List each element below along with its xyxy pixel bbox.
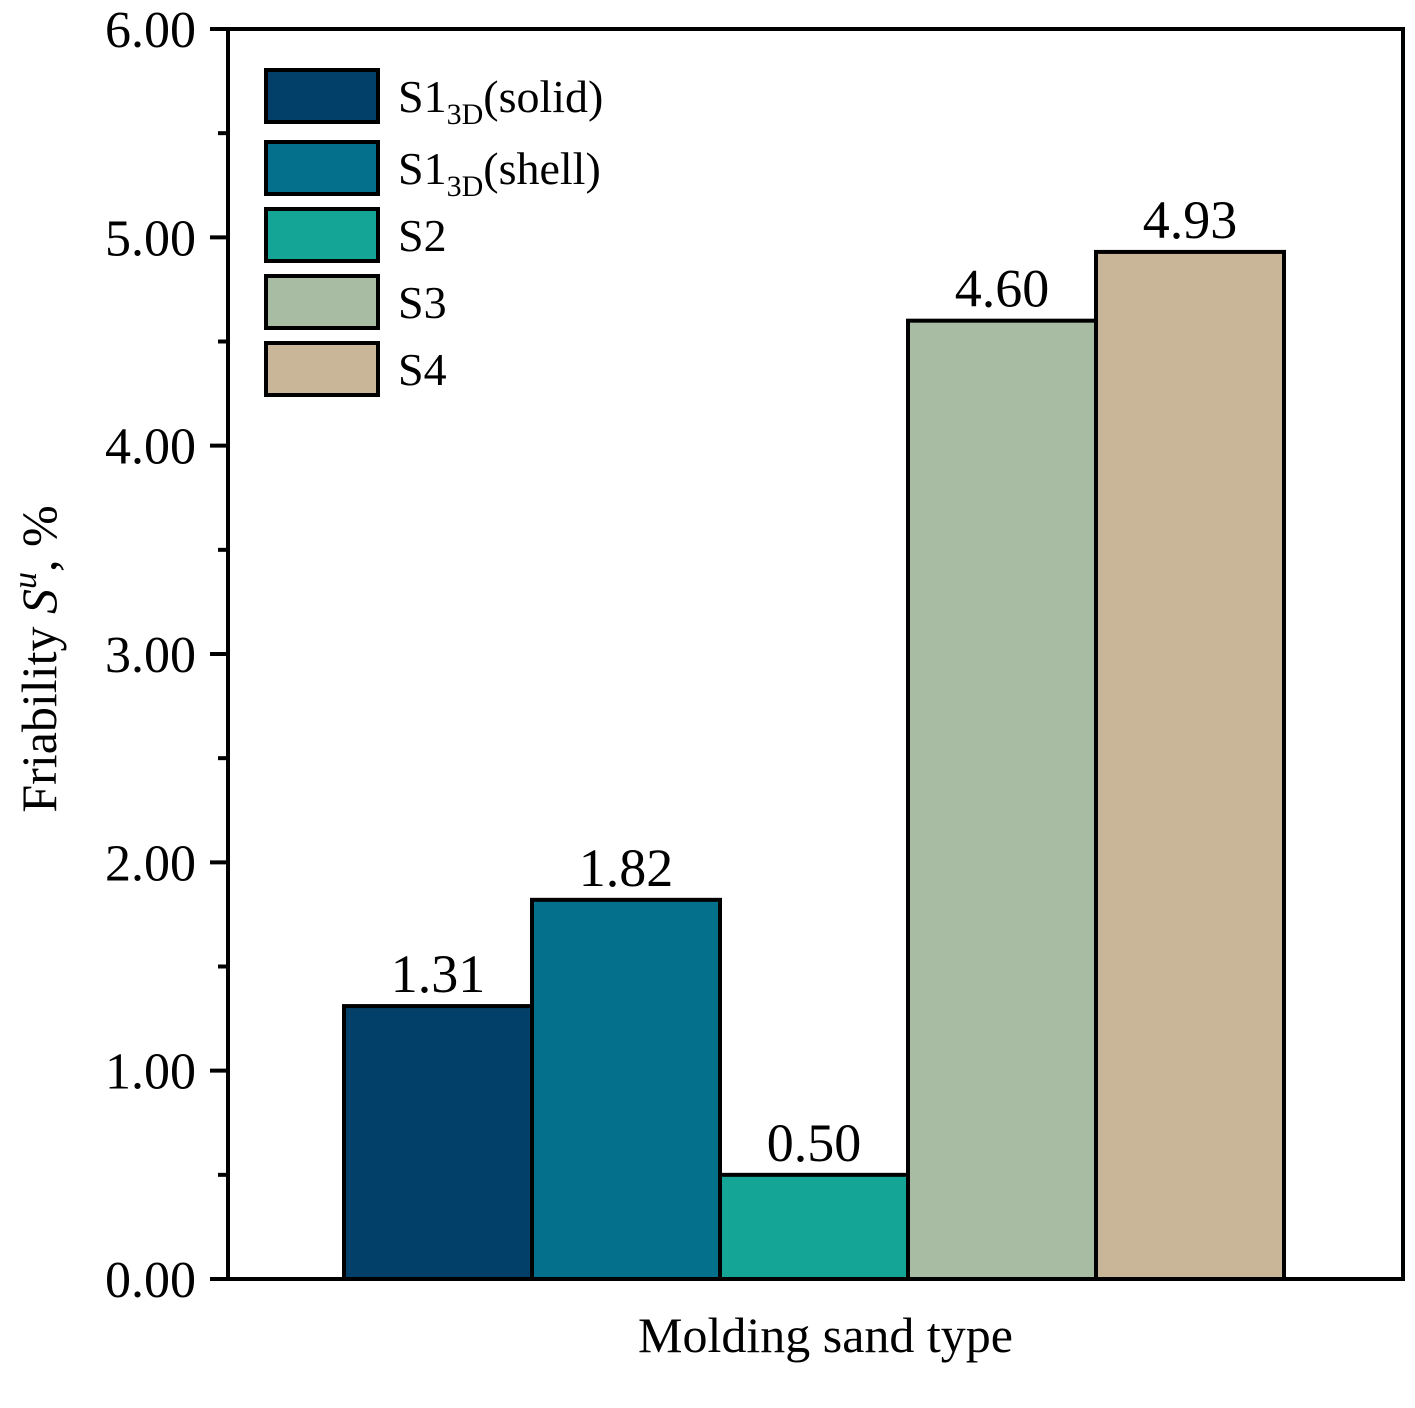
legend-swatch-4 xyxy=(264,274,380,330)
legend: S13D(solid) S13D(shell) S2 S3 S4 xyxy=(264,68,603,397)
y-axis-title-prefix: Friability xyxy=(11,614,67,813)
y-axis-title-superscript: u xyxy=(7,572,44,589)
bar-4 xyxy=(906,318,1098,1281)
data-label-5: 4.93 xyxy=(1143,190,1238,250)
legend-label-5: S4 xyxy=(398,344,447,395)
y-tick-label: 5.00 xyxy=(105,210,196,267)
y-axis-title: Friability Su, % xyxy=(7,505,67,812)
y-tick-label: 3.00 xyxy=(105,627,196,684)
bar-2 xyxy=(530,897,722,1281)
data-label-2: 1.82 xyxy=(579,838,674,898)
y-tick-label: 4.00 xyxy=(105,419,196,476)
legend-swatch-3 xyxy=(264,207,380,263)
legend-label-4: S3 xyxy=(398,277,447,328)
data-label-1: 1.31 xyxy=(391,944,486,1004)
legend-swatch-5 xyxy=(264,341,380,397)
x-axis-title: Molding sand type xyxy=(638,1307,1013,1363)
legend-swatch-2 xyxy=(264,140,380,196)
y-tick-label: 2.00 xyxy=(105,835,196,892)
bar-3 xyxy=(718,1172,910,1282)
data-labels-group: 1.31 1.82 0.50 4.60 4.93 xyxy=(391,190,1238,1173)
legend-label-2: S13D(shell) xyxy=(398,143,601,203)
y-tick-label: 0.00 xyxy=(105,1252,196,1309)
y-axis-ticks: 0.00 1.00 2.00 3.00 4.00 5.00 6.00 xyxy=(105,2,228,1309)
y-axis-title-suffix: , % xyxy=(11,505,67,572)
legend-label-3: S2 xyxy=(398,210,447,261)
data-label-3: 0.50 xyxy=(767,1113,862,1173)
bar-1 xyxy=(342,1004,534,1281)
bar-5 xyxy=(1094,249,1286,1282)
y-tick-label: 6.00 xyxy=(105,2,196,59)
data-label-4: 4.60 xyxy=(955,259,1050,319)
y-axis-title-symbol: S xyxy=(11,589,67,614)
bars-group xyxy=(342,249,1286,1282)
legend-swatch-1 xyxy=(264,68,380,124)
legend-label-1: S13D(solid) xyxy=(398,71,603,131)
y-tick-label: 1.00 xyxy=(105,1044,196,1101)
